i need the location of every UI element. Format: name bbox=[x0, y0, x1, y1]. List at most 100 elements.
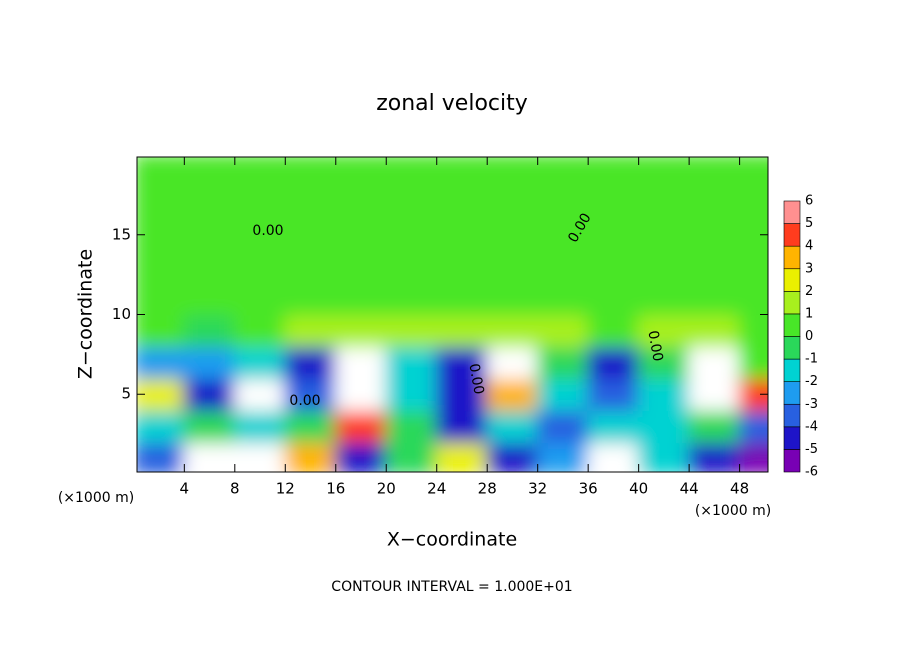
field-cell bbox=[587, 345, 640, 380]
field-cell bbox=[233, 249, 287, 284]
field-cell bbox=[486, 345, 539, 380]
x-tick-label: 48 bbox=[730, 480, 749, 498]
contour-label: 0.00 bbox=[252, 223, 283, 239]
field-cell bbox=[334, 377, 388, 412]
x-tick-label: 20 bbox=[377, 480, 396, 498]
field-cell bbox=[435, 217, 489, 252]
field-cell bbox=[688, 217, 741, 252]
colorbar-label: -6 bbox=[805, 465, 818, 480]
field-cell bbox=[284, 157, 337, 188]
colorbar-band bbox=[783, 200, 801, 224]
field-cell bbox=[284, 377, 337, 412]
field-cell bbox=[435, 409, 489, 444]
field-cell bbox=[385, 281, 438, 316]
colorbar-label: 2 bbox=[805, 284, 813, 299]
colorbar-band bbox=[783, 336, 801, 360]
x-tick-label: 12 bbox=[276, 480, 295, 498]
x-tick-label: 40 bbox=[629, 480, 648, 498]
field-cell bbox=[183, 409, 236, 444]
field-cell bbox=[688, 345, 741, 380]
x-tick-label: 36 bbox=[579, 480, 598, 498]
colorbar-label: -5 bbox=[805, 442, 818, 457]
colorbar-label: 6 bbox=[805, 194, 813, 209]
field-cell bbox=[137, 313, 186, 348]
field-cell bbox=[183, 185, 236, 220]
field-cell bbox=[536, 281, 590, 316]
field-cell bbox=[587, 157, 640, 188]
field-cell bbox=[486, 281, 539, 316]
field-cell bbox=[137, 157, 186, 188]
field-cell bbox=[334, 217, 388, 252]
colorbar-label: -3 bbox=[805, 397, 818, 412]
x-tick-label: 4 bbox=[180, 480, 190, 498]
field-cell bbox=[183, 281, 236, 316]
x-tick-label: 16 bbox=[326, 480, 345, 498]
field-cell bbox=[233, 409, 287, 444]
field-cell bbox=[486, 157, 539, 188]
field-cell bbox=[688, 249, 741, 284]
field-cell bbox=[137, 345, 186, 380]
field-cell bbox=[385, 441, 438, 472]
field-cell bbox=[183, 441, 236, 472]
x-tick-label: 8 bbox=[230, 480, 240, 498]
field-cell bbox=[334, 313, 388, 348]
field-cell bbox=[385, 185, 438, 220]
field-cell bbox=[688, 281, 741, 316]
footer: CONTOUR INTERVAL = 1.000E+01 bbox=[331, 579, 572, 595]
field-cell bbox=[486, 249, 539, 284]
field-cell bbox=[637, 345, 691, 380]
colorbar-band bbox=[783, 381, 801, 405]
y-tick-label: 5 bbox=[121, 385, 131, 403]
field-cell bbox=[688, 157, 741, 188]
field-cell bbox=[233, 281, 287, 316]
field-cell bbox=[435, 313, 489, 348]
field-cell bbox=[137, 377, 186, 412]
field-cell bbox=[637, 249, 691, 284]
x-tick-label: 28 bbox=[478, 480, 497, 498]
field-cell bbox=[637, 377, 691, 412]
field-cell bbox=[587, 217, 640, 252]
field-cell bbox=[587, 441, 640, 472]
field-cell bbox=[385, 345, 438, 380]
field-cell bbox=[637, 281, 691, 316]
field-cell bbox=[637, 313, 691, 348]
field-cell bbox=[435, 157, 489, 188]
field-cell bbox=[536, 409, 590, 444]
x-axis-label: X−coordinate bbox=[387, 529, 517, 551]
field-cell bbox=[233, 377, 287, 412]
field-cell bbox=[137, 281, 186, 316]
colorbar-band bbox=[783, 291, 801, 315]
field-cell bbox=[385, 249, 438, 284]
contour-label: 0.00 bbox=[644, 329, 665, 362]
field-cell bbox=[435, 441, 489, 472]
colorbar-label: 4 bbox=[805, 239, 813, 254]
field-cell bbox=[637, 409, 691, 444]
field-cell bbox=[587, 185, 640, 220]
colorbar-band bbox=[783, 403, 801, 428]
field-cell bbox=[334, 157, 388, 188]
field-cell bbox=[183, 217, 236, 252]
colorbar-label: 0 bbox=[805, 329, 813, 344]
field-cell bbox=[486, 441, 539, 472]
colorbar-band bbox=[783, 426, 801, 450]
field-cell bbox=[536, 345, 590, 380]
field-cell bbox=[385, 313, 438, 348]
x-tick-label: 32 bbox=[528, 480, 547, 498]
field-cell bbox=[233, 345, 287, 380]
field-cell bbox=[435, 249, 489, 284]
x-unit-label: (×1000 m) bbox=[695, 503, 771, 519]
field-cell bbox=[486, 377, 539, 412]
field-cell bbox=[233, 157, 287, 188]
field-cell bbox=[738, 313, 768, 348]
field-cell bbox=[183, 377, 236, 412]
field-cell bbox=[536, 217, 590, 252]
field-cell bbox=[688, 441, 741, 472]
field-cell bbox=[637, 157, 691, 188]
colorbar-band bbox=[783, 313, 801, 337]
y-axis-label: Z−coordinate bbox=[75, 249, 97, 379]
chart-title: zonal velocity bbox=[376, 91, 528, 116]
colorbar-band bbox=[783, 358, 801, 382]
colorbar-band bbox=[783, 449, 801, 473]
field-cell bbox=[233, 185, 287, 220]
